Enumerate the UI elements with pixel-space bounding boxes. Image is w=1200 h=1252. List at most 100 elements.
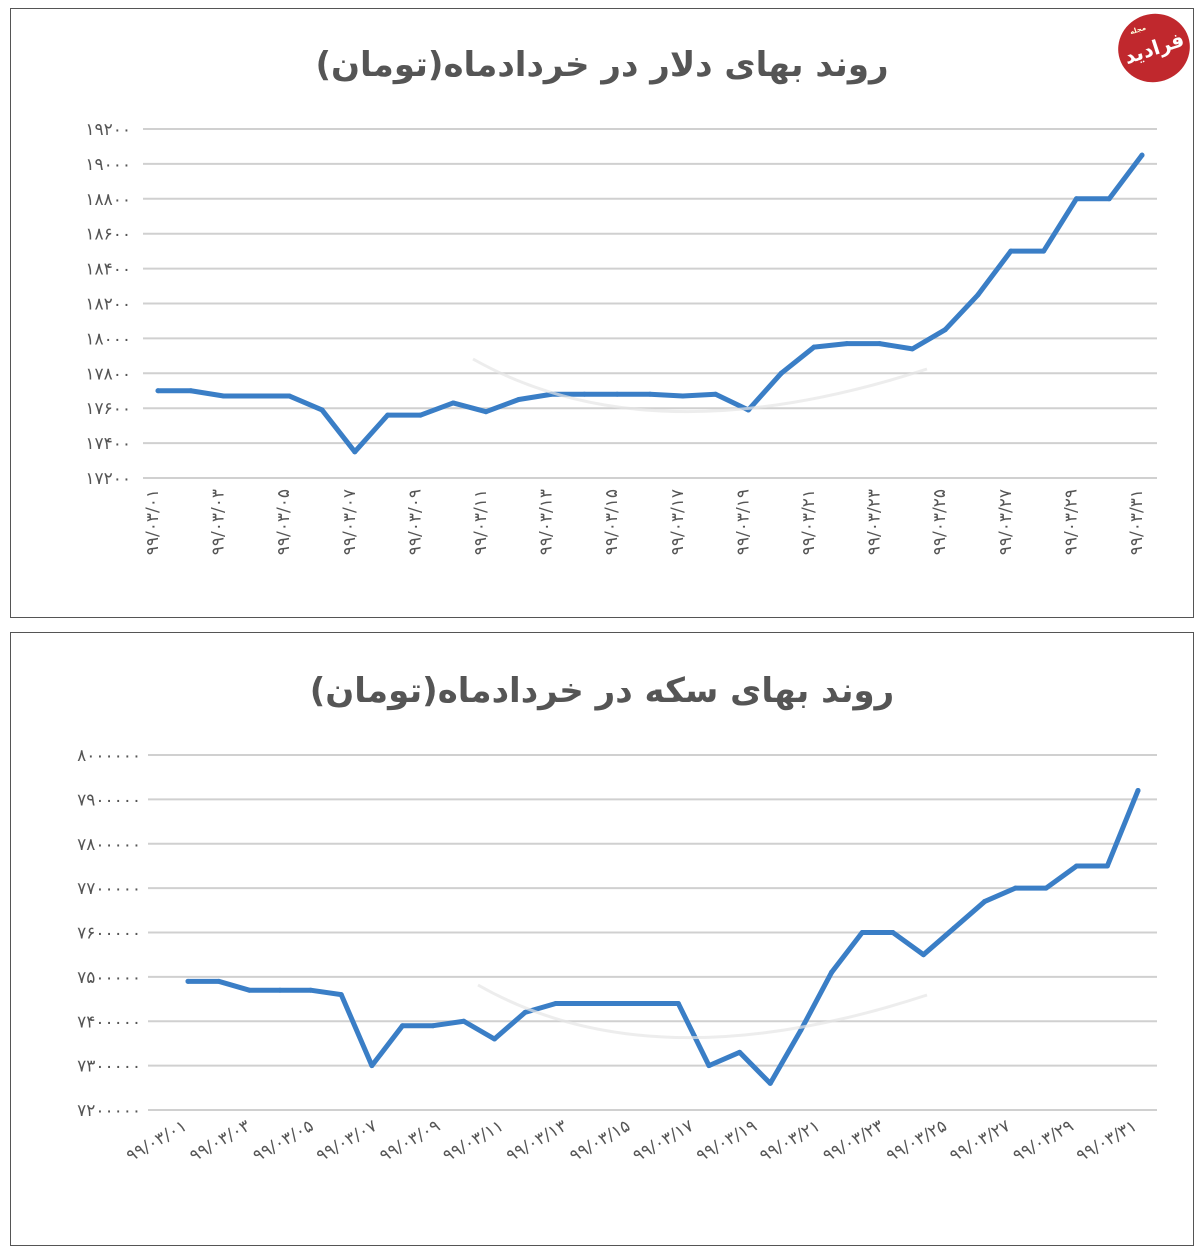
x-tick-label: ۹۹/۰۳/۱۵ bbox=[566, 1116, 633, 1166]
data-point bbox=[1106, 196, 1112, 202]
data-point bbox=[338, 992, 344, 998]
data-point bbox=[1012, 885, 1018, 891]
data-point bbox=[491, 1036, 497, 1042]
x-tick-label: ۹۹/۰۳/۰۷ bbox=[340, 489, 360, 555]
data-point bbox=[1074, 863, 1080, 869]
x-tick-label: ۹۹/۰۳/۲۹ bbox=[1061, 489, 1081, 555]
data-point bbox=[859, 930, 865, 935]
x-tick-label: ۹۹/۰۳/۰۹ bbox=[376, 1116, 443, 1166]
data-point bbox=[1043, 885, 1049, 891]
x-tick-label: ۹۹/۰۳/۰۵ bbox=[274, 489, 294, 555]
y-tick-label: ۷۶۰۰۰۰۰ bbox=[77, 924, 141, 944]
x-tick-label: ۹۹/۰۳/۳۱ bbox=[1127, 489, 1147, 555]
data-point bbox=[581, 391, 587, 397]
data-point bbox=[1139, 152, 1145, 158]
x-tick-label: ۹۹/۰۳/۲۵ bbox=[930, 489, 950, 555]
data-point bbox=[417, 412, 423, 418]
x-tick-label: ۹۹/۰۳/۳۱ bbox=[1073, 1116, 1140, 1166]
x-tick-label: ۹۹/۰۳/۰۹ bbox=[405, 489, 425, 555]
series-line bbox=[185, 788, 1141, 1086]
data-point bbox=[286, 393, 292, 399]
data-point bbox=[1073, 196, 1079, 202]
data-point bbox=[1041, 248, 1047, 254]
data-point bbox=[982, 898, 988, 904]
data-point bbox=[308, 987, 314, 993]
y-tick-label: ۱۹۲۰۰ bbox=[85, 120, 131, 140]
x-tick-label: ۹۹/۰۳/۱۹ bbox=[693, 1116, 760, 1166]
data-point bbox=[155, 388, 161, 394]
y-tick-label: ۱۷۸۰۰ bbox=[85, 364, 131, 384]
x-tick-label: ۹۹/۰۳/۰۱ bbox=[143, 489, 163, 555]
chart-title: روند بهای دلار در خردادماه(تومان) bbox=[315, 45, 889, 85]
dollar-chart-panel: روند بهای دلار در خردادماه(تومان) ۱۹۲۰۰ ۱… bbox=[10, 8, 1194, 618]
data-point bbox=[522, 1009, 528, 1015]
x-tick-label: ۹۹/۰۳/۱۵ bbox=[602, 489, 622, 555]
data-point bbox=[483, 409, 489, 415]
x-tick-label: ۹۹/۰۳/۲۳ bbox=[865, 489, 885, 555]
data-point bbox=[713, 391, 719, 397]
data-point bbox=[583, 1001, 589, 1006]
data-point bbox=[221, 393, 227, 399]
y-tick-label: ۱۷۶۰۰ bbox=[85, 399, 131, 419]
watermark-shape bbox=[472, 357, 928, 414]
data-point bbox=[829, 969, 835, 975]
x-tick-label: ۹۹/۰۳/۲۱ bbox=[799, 489, 819, 555]
data-point bbox=[920, 952, 926, 958]
y-tick-label: ۷۵۰۰۰۰۰ bbox=[77, 968, 141, 988]
data-point bbox=[909, 346, 915, 352]
y-tick-label: ۱۷۲۰۰ bbox=[85, 469, 131, 489]
data-point bbox=[645, 1001, 651, 1006]
y-tick-label: ۷۷۰۰۰۰۰ bbox=[77, 879, 141, 899]
data-point bbox=[553, 1001, 559, 1006]
x-tick-label: ۹۹/۰۳/۲۷ bbox=[996, 489, 1016, 555]
data-point bbox=[614, 391, 620, 397]
data-point bbox=[277, 987, 283, 993]
data-point bbox=[352, 449, 358, 455]
watermark-shape bbox=[477, 983, 928, 1040]
data-point bbox=[675, 1001, 681, 1006]
y-tick-label: ۱۸۲۰۰ bbox=[85, 295, 131, 315]
data-point bbox=[385, 412, 391, 418]
x-tick-label: ۹۹/۰۳/۱۳ bbox=[537, 489, 557, 555]
data-point bbox=[811, 344, 817, 350]
dollar-line-chart: ۱۹۲۰۰ ۱۹۰۰۰ ۱۸۸۰۰ ۱۸۶۰۰ ۱۸۴۰۰ ۱۸۲۰۰ ۱۸۰۰۰ ۱۷۸۰۰… bbox=[85, 120, 1157, 555]
data-point bbox=[647, 391, 653, 397]
data-point bbox=[614, 1001, 620, 1006]
x-tick-label: ۹۹/۰۳/۰۳ bbox=[186, 1116, 253, 1166]
data-point bbox=[253, 393, 259, 399]
coin-line-chart: ۸۰۰۰۰۰۰ ۷۹۰۰۰۰۰ ۷۸۰۰۰۰۰ ۷۷۰۰۰۰۰ ۷۶۰۰۰۰۰ ۷۵۰۰۰… bbox=[77, 746, 1157, 1166]
x-tick-label: ۹۹/۰۳/۱۱ bbox=[440, 1116, 507, 1166]
data-point bbox=[942, 327, 948, 333]
y-tick-label: ۷۸۰۰۰۰۰ bbox=[77, 835, 141, 855]
data-point bbox=[1135, 788, 1141, 793]
x-tick-label: ۹۹/۰۳/۲۱ bbox=[756, 1116, 823, 1166]
data-point bbox=[844, 341, 850, 347]
x-tick-label: ۹۹/۰۳/۱۷ bbox=[668, 489, 688, 555]
data-point bbox=[737, 1049, 743, 1055]
x-tick-label: ۹۹/۰۳/۲۵ bbox=[883, 1116, 950, 1166]
data-point bbox=[400, 1023, 406, 1029]
x-tick-label: ۹۹/۰۳/۲۳ bbox=[820, 1116, 887, 1166]
x-tick-label: ۹۹/۰۳/۱۹ bbox=[733, 489, 753, 555]
y-tick-label: ۱۷۴۰۰ bbox=[85, 434, 131, 454]
logo-small-text: مجله bbox=[1128, 23, 1147, 37]
y-tick-label: ۱۸۴۰۰ bbox=[85, 260, 131, 280]
data-point bbox=[1104, 863, 1110, 869]
data-point bbox=[680, 393, 686, 399]
y-tick-label: ۱۹۰۰۰ bbox=[85, 155, 131, 175]
data-point bbox=[778, 370, 784, 376]
coin-chart-panel: روند بهای سکه در خردادماه(تومان) ۸۰۰۰۰۰۰… bbox=[10, 632, 1194, 1246]
x-tick-label: ۹۹/۰۳/۱۳ bbox=[503, 1116, 570, 1166]
x-tick-label: ۹۹/۰۳/۰۷ bbox=[313, 1116, 380, 1166]
data-point bbox=[877, 341, 883, 347]
y-tick-label: ۱۸۸۰۰ bbox=[85, 190, 131, 210]
data-point bbox=[706, 1063, 712, 1069]
y-tick-label: ۷۲۰۰۰۰۰ bbox=[77, 1101, 141, 1121]
data-point bbox=[319, 407, 325, 413]
x-tick-label: ۹۹/۰۳/۲۷ bbox=[946, 1116, 1013, 1166]
data-point bbox=[461, 1018, 467, 1024]
y-tick-label: ۷۴۰۰۰۰۰ bbox=[77, 1012, 141, 1032]
chart-title: روند بهای سکه در خردادماه(تومان) bbox=[309, 671, 895, 711]
data-point bbox=[430, 1023, 436, 1029]
data-point bbox=[516, 396, 522, 402]
